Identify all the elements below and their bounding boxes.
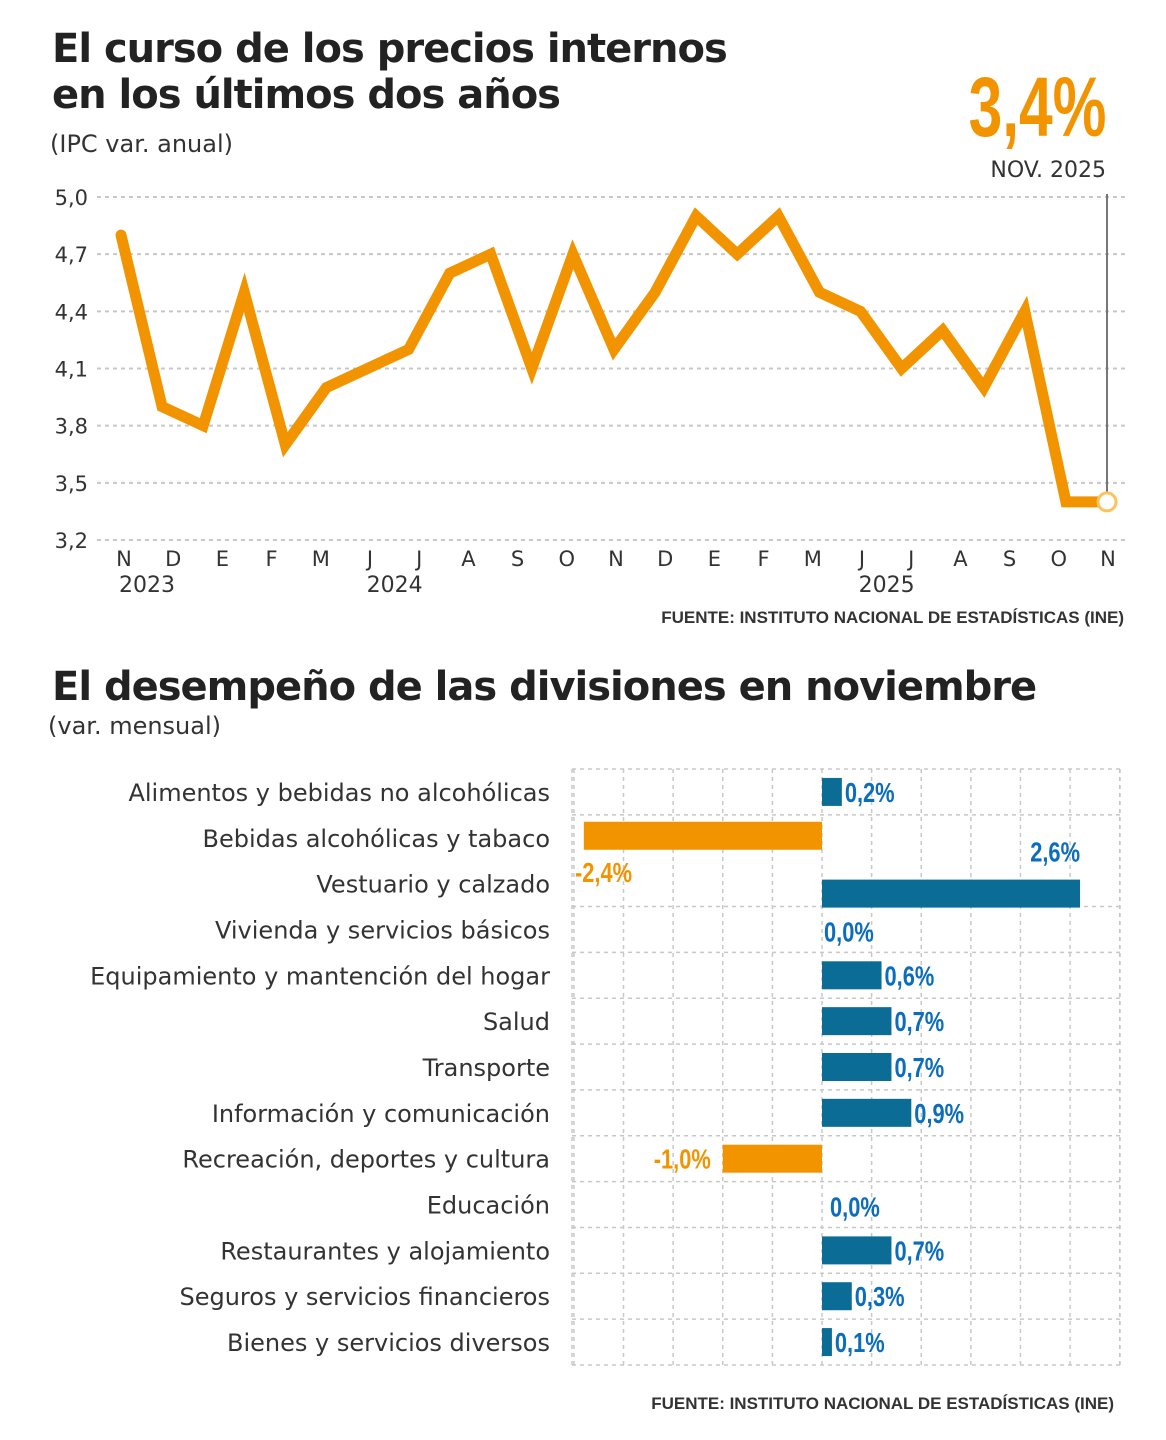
bar	[822, 879, 1080, 908]
category-label: Vestuario y calzado	[316, 871, 550, 899]
bar	[822, 1236, 892, 1265]
category-label: Bienes y servicios diversos	[227, 1329, 550, 1357]
x-tick-label: N	[116, 547, 132, 571]
x-tick-label: S	[1003, 547, 1016, 571]
y-tick-label: 4,1	[55, 358, 88, 382]
value-label: 0,7%	[894, 1236, 944, 1267]
y-tick-label: 3,2	[55, 529, 88, 553]
highlight-value: 3,4%	[968, 60, 1106, 154]
x-tick-label: M	[804, 547, 822, 571]
bar	[822, 1007, 892, 1036]
bar	[822, 961, 882, 990]
category-label: Restaurantes y alojamiento	[220, 1237, 550, 1265]
x-tick-label: E	[708, 547, 721, 571]
category-label: Información y comunicación	[212, 1100, 550, 1128]
x-tick-label: F	[758, 547, 770, 571]
category-label: Salud	[483, 1008, 550, 1036]
x-tick-label: S	[511, 547, 524, 571]
year-label: 2025	[859, 573, 915, 598]
x-tick-label: D	[165, 547, 181, 571]
category-label: Educación	[427, 1192, 550, 1220]
value-label: 0,2%	[845, 777, 895, 808]
category-label: Transporte	[422, 1054, 550, 1082]
y-tick-label: 3,5	[55, 472, 88, 496]
x-tick-label: N	[608, 547, 624, 571]
value-label: -2,4%	[575, 857, 632, 888]
y-tick-label: 5,0	[55, 186, 88, 210]
value-label: 0,7%	[894, 1052, 944, 1083]
value-label: 0,3%	[855, 1282, 905, 1313]
category-label: Alimentos y bebidas no alcohólicas	[128, 779, 550, 807]
value-label: 0,0%	[824, 917, 874, 948]
x-tick-label: J	[906, 547, 914, 571]
highlight-date: NOV. 2025	[990, 158, 1106, 183]
year-label: 2023	[119, 573, 175, 598]
line-chart: 5,0 4,7 4,4 4,1 3,8 3,5 3,2 N D E F M J J A S O N D E F M J J A S…	[55, 186, 1125, 598]
x-tick-label: D	[657, 547, 673, 571]
category-label: Vivienda y servicios básicos	[215, 916, 550, 944]
y-tick-label: 4,4	[55, 300, 88, 324]
value-label: 2,6%	[1030, 837, 1080, 868]
line-chart-title-line2: en los últimos dos años	[52, 72, 561, 118]
value-label: 0,6%	[885, 961, 935, 992]
bar	[822, 1053, 892, 1081]
line-chart-subtitle: (IPC var. anual)	[50, 130, 233, 158]
x-tick-label: F	[266, 547, 278, 571]
y-tick-label: 3,8	[55, 415, 88, 439]
x-tick-label: J	[857, 547, 865, 571]
value-label: 0,7%	[894, 1007, 944, 1038]
x-tick-label: J	[414, 547, 422, 571]
bar-chart-subtitle: (var. mensual)	[48, 712, 222, 740]
category-label: Bebidas alcohólicas y tabaco	[203, 825, 551, 853]
bar	[583, 821, 822, 850]
category-label: Recreación, deportes y cultura	[182, 1146, 550, 1174]
bar	[822, 1282, 852, 1311]
x-tick-label: O	[559, 547, 576, 571]
line-chart-title: El curso de los precios internos en los …	[52, 26, 728, 118]
x-tick-label: J	[365, 547, 373, 571]
bar	[822, 1328, 832, 1357]
x-tick-label: O	[1051, 547, 1068, 571]
category-label: Seguros y servicios financieros	[179, 1283, 550, 1311]
y-tick-label: 4,7	[55, 243, 88, 267]
value-label: -1,0%	[654, 1144, 711, 1175]
x-tick-label: A	[953, 547, 968, 571]
bar	[822, 777, 842, 806]
value-label: 0,9%	[914, 1098, 964, 1129]
bar	[722, 1144, 822, 1173]
x-tick-label: N	[1100, 547, 1116, 571]
last-point-marker	[1096, 491, 1118, 513]
value-label: 0,1%	[835, 1328, 885, 1359]
bar	[822, 1098, 912, 1127]
value-label: 0,0%	[830, 1192, 880, 1223]
x-tick-label: A	[461, 547, 476, 571]
x-tick-label: M	[312, 547, 330, 571]
bar-chart-source: FUENTE: INSTITUTO NACIONAL DE ESTADÍSTIC…	[651, 1394, 1114, 1413]
bar-chart-title: El desempeño de las divisiones en noviem…	[52, 664, 1037, 710]
year-label: 2024	[367, 573, 423, 598]
category-label: Equipamiento y mantención del hogar	[90, 962, 550, 990]
line-chart-source: FUENTE: INSTITUTO NACIONAL DE ESTADÍSTIC…	[661, 608, 1124, 627]
line-chart-title-line1: El curso de los precios internos	[52, 26, 728, 72]
x-tick-label: E	[216, 547, 229, 571]
